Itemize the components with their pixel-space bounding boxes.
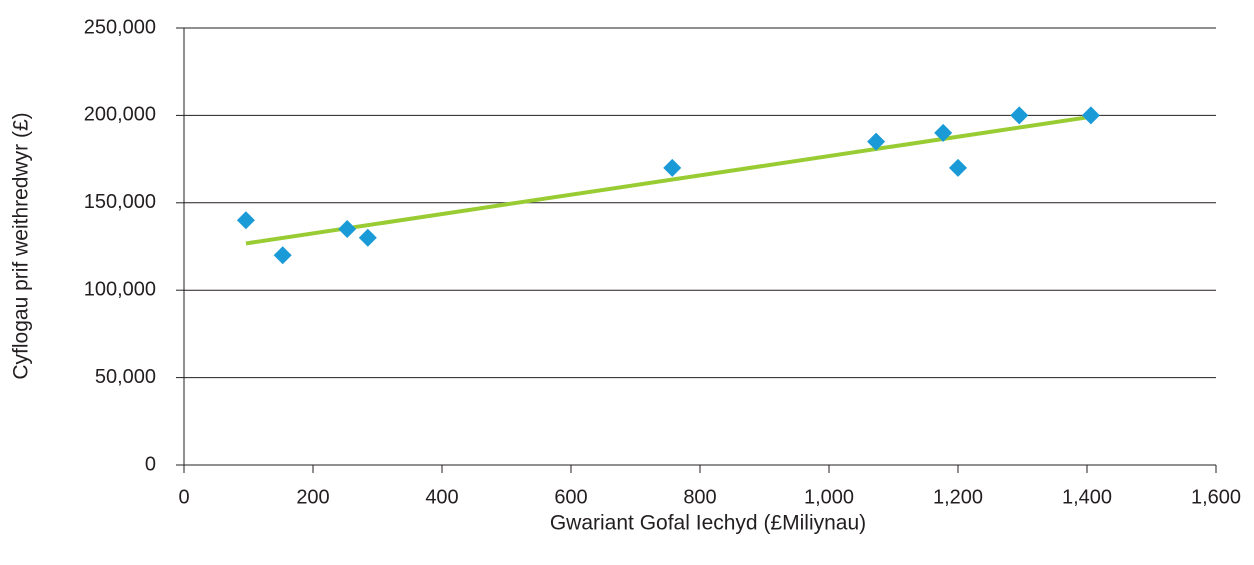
y-tick-label: 250,000 <box>84 16 156 38</box>
x-tick-label: 1,600 <box>1191 486 1241 508</box>
x-tick-label: 400 <box>425 486 458 508</box>
x-tick-label: 0 <box>178 486 189 508</box>
x-axis-title: Gwariant Gofal Iechyd (£Miliynau) <box>550 512 866 535</box>
point <box>236 211 255 230</box>
point <box>1081 106 1100 125</box>
point <box>949 158 967 177</box>
point <box>1010 106 1029 125</box>
x-tick-label: 1,200 <box>933 486 983 508</box>
y-tick-label: 50,000 <box>95 366 156 388</box>
point <box>867 132 886 151</box>
y-tick-label: 150,000 <box>84 191 156 213</box>
y-tick-label: 0 <box>145 453 156 475</box>
point <box>663 158 682 177</box>
x-tick-label: 800 <box>683 486 716 508</box>
y-tick-label: 200,000 <box>84 104 156 126</box>
point <box>358 228 377 247</box>
trend-line <box>245 114 1092 246</box>
x-tick-label: 600 <box>554 486 587 508</box>
x-tick-label: 1,000 <box>804 486 854 508</box>
x-tick-label: 200 <box>296 486 329 508</box>
y-tick-label: 100,000 <box>84 278 156 300</box>
point <box>338 220 357 239</box>
y-axis-title: Cyflogau prif weithredwyr (£) <box>10 112 33 379</box>
x-tick-label: 1,400 <box>1062 486 1112 508</box>
point <box>273 246 292 265</box>
point <box>934 123 953 142</box>
